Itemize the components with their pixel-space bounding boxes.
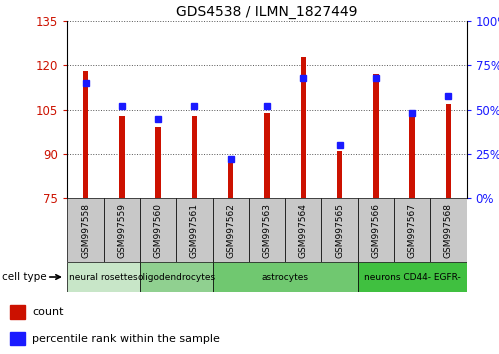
Text: GSM997564: GSM997564 <box>299 203 308 258</box>
Bar <box>228 163 234 198</box>
Bar <box>373 74 379 198</box>
Bar <box>83 72 88 198</box>
FancyBboxPatch shape <box>67 262 140 292</box>
Bar <box>10 332 24 345</box>
Text: GSM997560: GSM997560 <box>154 203 163 258</box>
FancyBboxPatch shape <box>104 198 140 262</box>
Title: GDS4538 / ILMN_1827449: GDS4538 / ILMN_1827449 <box>176 5 358 19</box>
FancyBboxPatch shape <box>140 262 213 292</box>
Text: GSM997565: GSM997565 <box>335 203 344 258</box>
Text: astrocytes: astrocytes <box>261 273 308 281</box>
FancyBboxPatch shape <box>213 262 358 292</box>
Bar <box>264 113 269 198</box>
FancyBboxPatch shape <box>430 198 467 262</box>
FancyBboxPatch shape <box>321 198 358 262</box>
Text: count: count <box>32 307 63 317</box>
Text: GSM997567: GSM997567 <box>408 203 417 258</box>
Bar <box>119 116 125 198</box>
Text: percentile rank within the sample: percentile rank within the sample <box>32 333 220 343</box>
Text: neurons CD44- EGFR-: neurons CD44- EGFR- <box>364 273 461 281</box>
Text: cell type: cell type <box>2 272 47 282</box>
Text: GSM997566: GSM997566 <box>371 203 380 258</box>
Bar <box>192 116 197 198</box>
Text: GSM997568: GSM997568 <box>444 203 453 258</box>
FancyBboxPatch shape <box>176 198 213 262</box>
FancyBboxPatch shape <box>213 198 249 262</box>
Bar <box>446 104 451 198</box>
Text: GSM997563: GSM997563 <box>262 203 271 258</box>
Bar <box>337 151 342 198</box>
FancyBboxPatch shape <box>67 198 104 262</box>
Bar <box>300 57 306 198</box>
Text: GSM997561: GSM997561 <box>190 203 199 258</box>
FancyBboxPatch shape <box>140 198 176 262</box>
Bar <box>409 116 415 198</box>
Text: oligodendrocytes: oligodendrocytes <box>137 273 215 281</box>
Bar <box>10 305 24 319</box>
FancyBboxPatch shape <box>358 198 394 262</box>
Text: neural rosettes: neural rosettes <box>69 273 138 281</box>
Bar <box>155 127 161 198</box>
Text: GSM997562: GSM997562 <box>226 203 235 258</box>
FancyBboxPatch shape <box>394 198 430 262</box>
FancyBboxPatch shape <box>249 198 285 262</box>
FancyBboxPatch shape <box>285 198 321 262</box>
Text: GSM997558: GSM997558 <box>81 203 90 258</box>
Text: GSM997559: GSM997559 <box>117 203 126 258</box>
FancyBboxPatch shape <box>358 262 467 292</box>
